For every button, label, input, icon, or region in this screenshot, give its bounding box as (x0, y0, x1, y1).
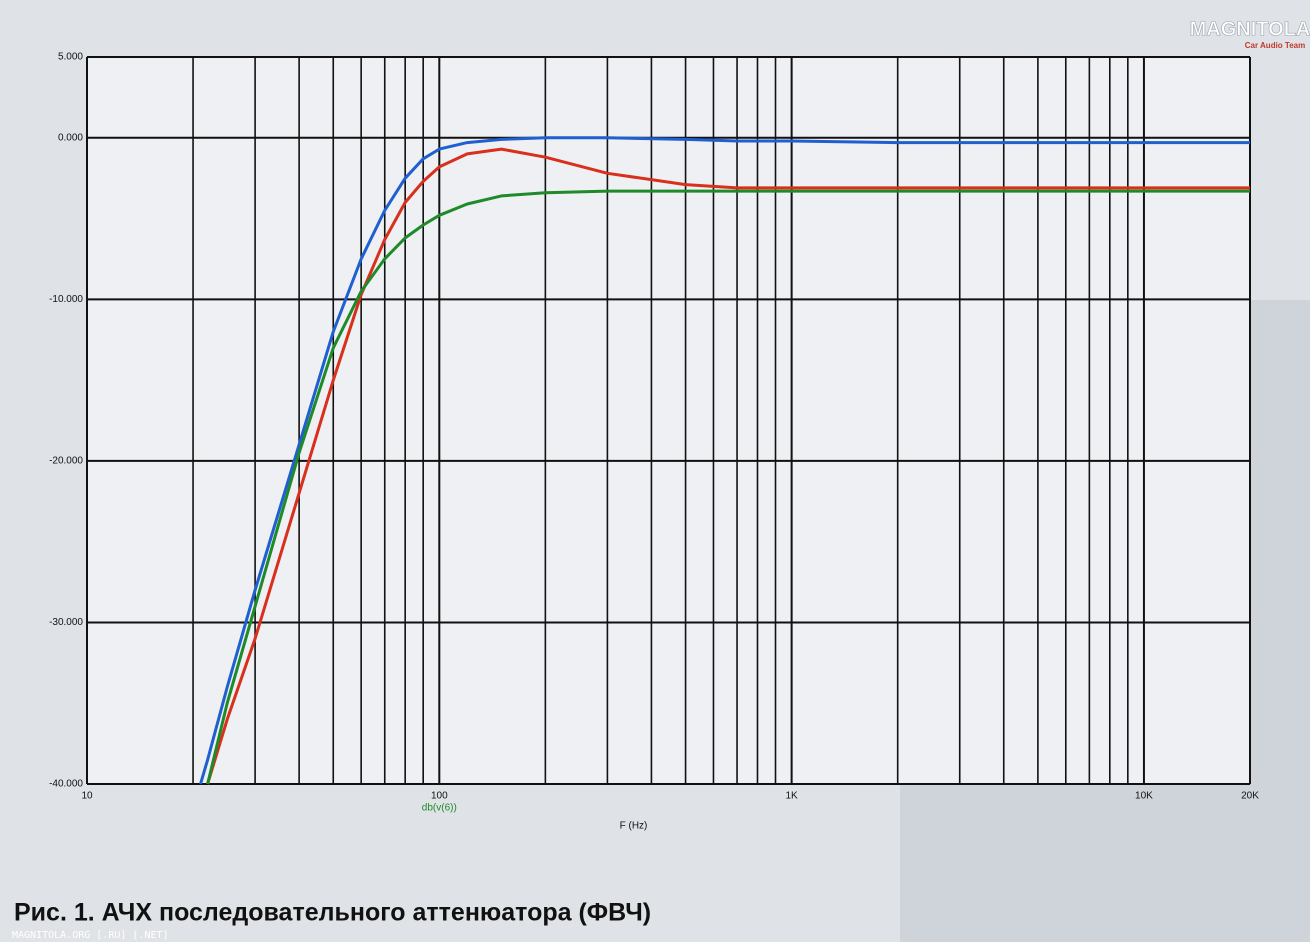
series-line (206, 147, 1250, 785)
series-line (199, 136, 1250, 785)
x-tick-label: 1K (786, 791, 799, 802)
y-tick-label: 0.000 (58, 132, 83, 143)
logo-title: MAGNITOLA (1190, 18, 1310, 40)
y-tick-label: -10.000 (49, 294, 83, 305)
legend-label: db(v(6)) (422, 803, 457, 814)
caption: Рис. 1. АЧХ последовательного аттенюатор… (14, 899, 651, 927)
x-tick-label: 100 (431, 791, 448, 802)
x-tick-label: 10 (81, 791, 93, 802)
logo-subtitle: Car Audio Team (1245, 41, 1305, 50)
x-tick-label: 10K (1135, 791, 1153, 802)
watermark: MAGNITOLA.ORG [.RU] [.NET] (12, 930, 169, 941)
y-tick-label: -20.000 (49, 456, 83, 467)
y-tick-label: -40.000 (49, 779, 83, 790)
plot-area (87, 57, 1250, 784)
y-tick-label: 5.000 (58, 52, 83, 63)
y-tick-label: -30.000 (49, 617, 83, 628)
x-axis-label: F (Hz) (620, 821, 648, 832)
x-tick-label: 20K (1241, 791, 1259, 802)
series-line (206, 189, 1250, 785)
